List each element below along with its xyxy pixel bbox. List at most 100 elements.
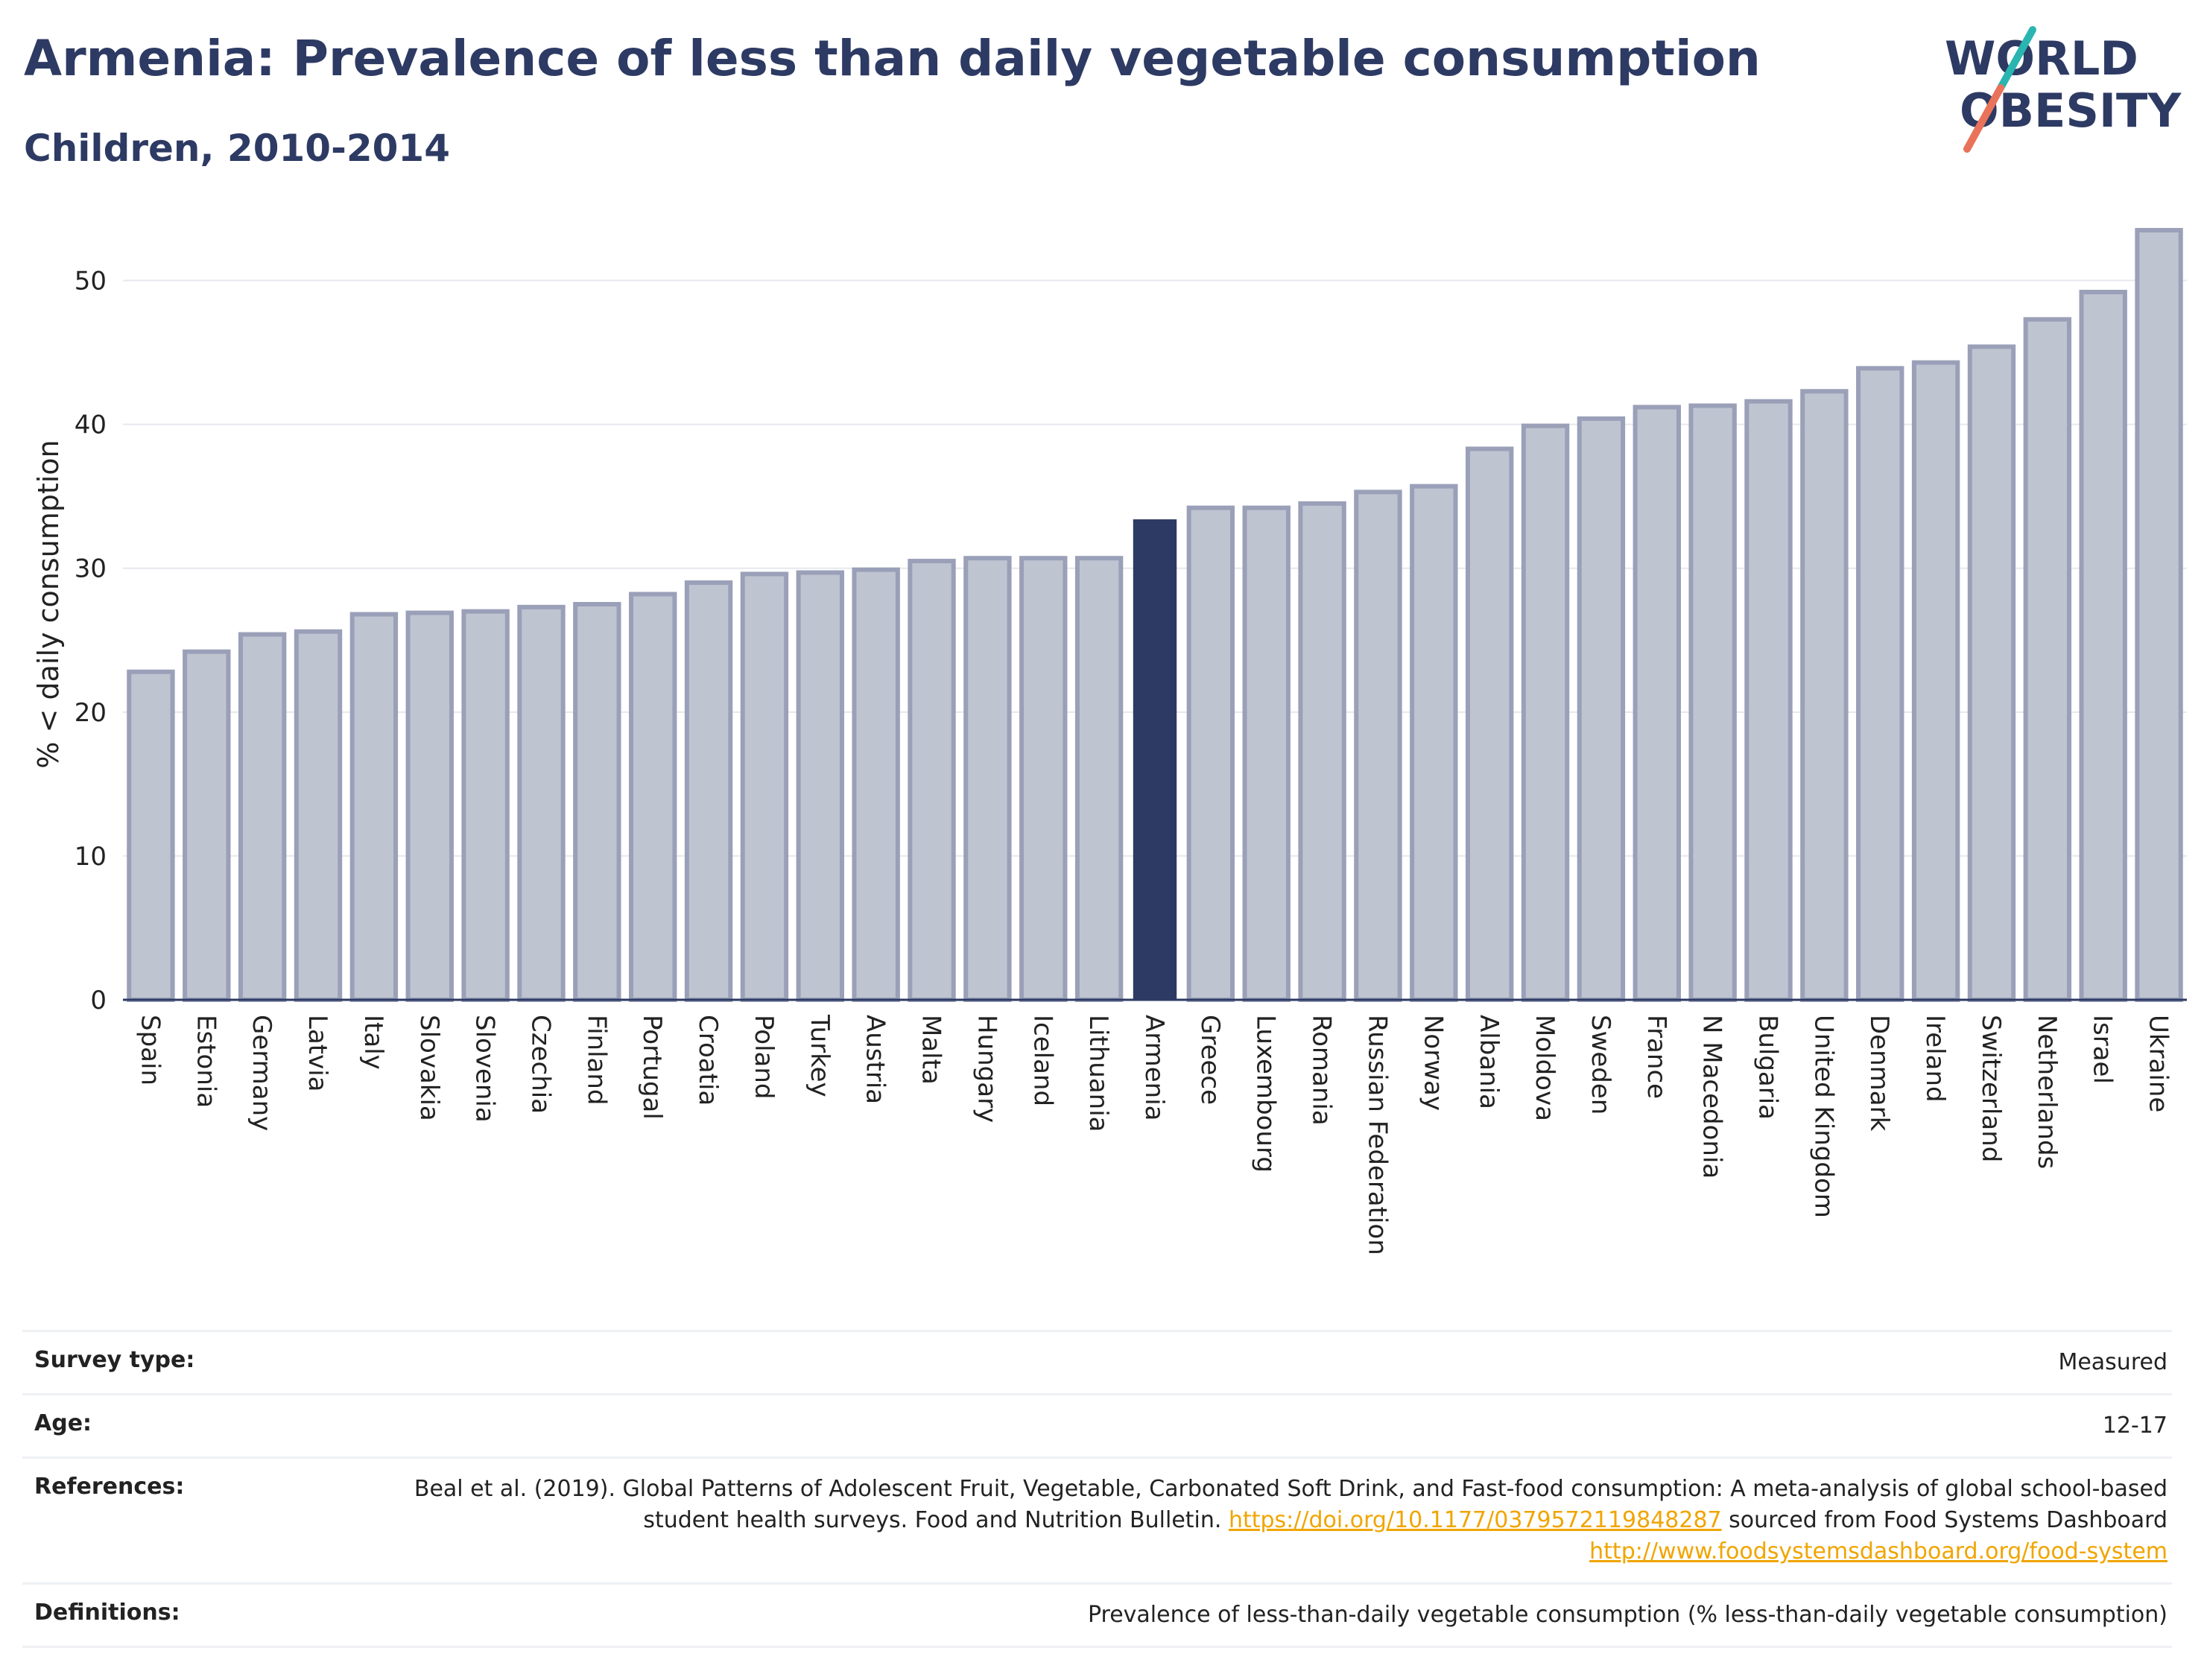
bar-portugal: [629, 592, 677, 1002]
x-tick-label: Armenia: [1139, 1015, 1169, 1121]
references-label: References:: [22, 1456, 332, 1585]
y-tick-label: 50: [75, 267, 107, 297]
x-tick-label: United Kingdom: [1808, 1015, 1838, 1218]
references-text-1: Beal et al. (2019). Global Patterns of A…: [414, 1476, 2167, 1533]
bar-switzerland: [1967, 344, 2016, 1003]
bar-albania: [1465, 446, 1514, 1003]
info-row-references: References: Beal et al. (2019). Global P…: [22, 1456, 2172, 1585]
x-tick-label: Turkey: [805, 1014, 835, 1097]
x-tick-label: Greece: [1195, 1015, 1225, 1105]
x-tick-label: N Macedonia: [1697, 1015, 1727, 1179]
x-tick-label: Romania: [1307, 1015, 1337, 1126]
info-row-age: Age: 12-17: [22, 1393, 2172, 1459]
logo-slash-teal: [1997, 26, 2036, 92]
x-tick-label: Finland: [581, 1015, 611, 1106]
x-tick-label: Albania: [1474, 1015, 1504, 1109]
bar-finland: [573, 602, 621, 1002]
chart-title: Armenia: Prevalence of less than daily v…: [24, 30, 1761, 87]
x-tick-label: Ireland: [1920, 1015, 1950, 1103]
x-tick-label: Iceland: [1027, 1015, 1057, 1106]
chart-subtitle: Children, 2010-2014: [24, 127, 450, 170]
y-tick-label: 20: [75, 698, 107, 728]
bar-chart: 0 10 20 30 40 50 Spain Estonia Germany Latvia Ital…: [32, 227, 2187, 1255]
x-tick-label: Malta: [916, 1015, 946, 1085]
x-tick-label: Poland: [749, 1015, 779, 1100]
x-tick-label: Denmark: [1864, 1015, 1894, 1132]
bars: [127, 227, 2183, 1003]
bar-malta: [908, 559, 956, 1002]
bar-united-kingdom: [1800, 389, 1849, 1002]
info-row-definitions: Definitions: Prevalence of less-than-dai…: [22, 1582, 2172, 1648]
info-table: Survey type: Measured Age: 12-17 Referen…: [22, 1330, 2172, 1648]
x-tick-label: Estonia: [191, 1015, 221, 1108]
x-tick-label: Italy: [358, 1015, 388, 1070]
bar-turkey: [796, 570, 845, 1002]
x-tick-label: Norway: [1418, 1015, 1448, 1111]
x-tick-label: Sweden: [1586, 1015, 1615, 1115]
x-tick-label: Czechia: [525, 1015, 555, 1114]
bar-czechia: [517, 604, 566, 1002]
axes: 0 10 20 30 40 50 Spain Estonia Germany Latvia Ital…: [75, 267, 2187, 1255]
doi-link[interactable]: https://doi.org/10.1177/0379572119848287: [1228, 1507, 1722, 1533]
x-tick-label: Slovakia: [414, 1015, 444, 1121]
bar-sweden: [1577, 416, 1626, 1002]
age-value: 12-17: [332, 1393, 2172, 1459]
bar-slovakia: [405, 610, 454, 1002]
bar-greece: [1186, 505, 1235, 1002]
bar-armenia: [1133, 519, 1177, 1000]
bar-italy: [349, 612, 399, 1002]
references-value: Beal et al. (2019). Global Patterns of A…: [332, 1456, 2172, 1585]
y-axis-title: % < daily consumption: [32, 440, 65, 768]
y-tick-label: 0: [90, 986, 107, 1015]
x-tick-label: Moldova: [1530, 1015, 1559, 1121]
logo-slash-coral: [1963, 84, 2004, 153]
bar-lithuania: [1074, 556, 1124, 1002]
x-tick-label: Germany: [247, 1015, 276, 1131]
definitions-label: Definitions:: [22, 1582, 332, 1648]
bar-luxembourg: [1242, 505, 1291, 1002]
bar-denmark: [1856, 366, 1904, 1002]
info-row-survey-type: Survey type: Measured: [22, 1330, 2172, 1395]
x-tick-label: Spain: [135, 1015, 165, 1085]
survey-type-value: Measured: [332, 1330, 2172, 1395]
x-tick-label: Bulgaria: [1753, 1015, 1783, 1120]
x-tick-label: Netherlands: [2032, 1015, 2062, 1169]
x-tick-label: Hungary: [972, 1015, 1001, 1123]
x-tick-label: Switzerland: [1976, 1015, 2006, 1162]
y-tick-label: 30: [75, 554, 107, 584]
x-tick-label: Slovenia: [470, 1015, 500, 1123]
bar-romania: [1298, 501, 1346, 1002]
food-systems-link[interactable]: http://www.foodsystemsdashboard.org/food…: [1589, 1538, 2167, 1565]
x-tick-label: Israel: [2088, 1015, 2118, 1084]
bar-moldova: [1521, 423, 1570, 1002]
definitions-value: Prevalence of less-than-daily vegetable …: [332, 1582, 2172, 1648]
bar-slovenia: [461, 609, 510, 1002]
bar-hungary: [963, 556, 1012, 1002]
x-tick-label: Latvia: [303, 1015, 332, 1092]
bar-n-macedonia: [1688, 403, 1737, 1002]
bar-poland: [740, 571, 789, 1002]
bar-latvia: [294, 629, 343, 1002]
bar-russian-federation: [1354, 489, 1402, 1002]
bar-israel: [2079, 289, 2127, 1002]
bar-ukraine: [2135, 227, 2183, 1003]
bar-croatia: [684, 580, 733, 1002]
logo-line-2: OBESITY: [1960, 83, 2182, 138]
y-tick-label: 40: [75, 411, 107, 440]
survey-type-label: Survey type:: [22, 1330, 332, 1395]
bar-ireland: [1911, 360, 1960, 1002]
x-tick-label: Lithuania: [1083, 1015, 1113, 1132]
x-tick-label: Austria: [861, 1015, 890, 1104]
logo-line-1: WORLD: [1945, 31, 2138, 86]
bar-germany: [238, 632, 287, 1002]
bar-bulgaria: [1744, 399, 1793, 1002]
bar-netherlands: [2023, 317, 2072, 1002]
x-tick-label: Ukraine: [2144, 1015, 2173, 1112]
bar-austria: [852, 567, 900, 1002]
age-label: Age:: [22, 1393, 332, 1459]
bar-estonia: [183, 649, 231, 1002]
bar-norway: [1410, 484, 1458, 1002]
bar-france: [1633, 405, 1681, 1002]
bar-spain: [127, 669, 175, 1003]
x-tick-label: Croatia: [693, 1015, 723, 1106]
